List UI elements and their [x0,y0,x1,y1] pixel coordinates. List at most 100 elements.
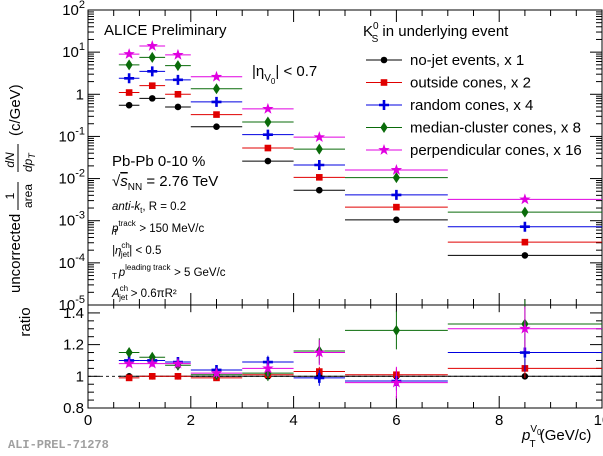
star-marker [210,367,223,378]
star-marker [146,39,158,51]
square-marker [213,111,220,118]
legend-entry-label: no-jet events, x 1 [410,52,524,69]
x-tick-label: 6 [392,412,400,429]
square-marker [521,238,529,246]
y-tick-label: 10-2 [59,168,85,188]
y-tick-label: 102 [62,0,85,19]
star-marker [378,144,390,155]
circle-marker [125,101,133,109]
star-marker [313,346,326,358]
circle-marker [393,216,400,224]
cross-marker [147,66,158,77]
star-marker [210,70,223,82]
chart-title: ALICE Preliminary [104,22,227,39]
square-marker [148,373,156,380]
cross-marker [124,73,135,84]
x-tick-label: 8 [495,412,503,429]
ratio-y-tick-label: 1.4 [63,305,84,322]
x-tick-label: 2 [187,412,195,429]
cross-marker [172,74,183,85]
square-marker [174,90,182,98]
circle-marker [174,103,182,111]
labels-layer: 102 101 1 10-1 10-2 10-3 10-4 10-5 0 2 4 6 8 10 0.8 1 1.… [3,0,603,452]
y-tick-label: 10-5 [59,294,85,314]
ratio-y-tick-label: 1.2 [63,337,84,354]
series-main-3 [118,51,602,218]
jet-cut-label: anti-kt, R = 0.2 [112,201,186,215]
star-marker [390,163,403,175]
y-axis-label-unit: (c/GeV) [7,84,24,136]
legend-entry-label: median-cluster cones, x 8 [410,120,581,137]
square-marker [174,373,182,380]
eta-cut-label: |ηV0| < 0.7 [252,63,317,86]
circle-marker [316,186,323,194]
circle-marker [521,252,529,259]
square-marker [393,203,400,211]
star-marker [172,48,184,60]
diamond-marker [315,143,323,155]
axes-layer [87,9,603,409]
cross-marker [262,129,273,140]
y-axis-label-frac1-num: 1 [3,192,17,199]
series-main-0 [118,95,602,259]
series-ratio-0 [118,373,602,380]
diamond-marker [212,83,221,95]
y-axis-label-frac2-den: dpT [21,152,37,172]
y-tick-label: 1 [76,86,84,103]
star-marker [519,322,531,334]
series-ratio-2 [118,333,602,391]
star-marker [262,362,274,374]
diamond-marker [125,59,133,71]
y-tick-label: 10-3 [59,210,85,230]
legend-entry-label: outside cones, x 2 [410,75,531,92]
cross-marker [314,159,325,170]
y-axis-label-frac1-den: area [21,184,35,208]
series-ratio-3 [118,300,602,382]
marks-layer [118,39,602,399]
diamond-marker [392,172,400,184]
star-marker [123,48,135,59]
square-marker [264,144,272,152]
star-marker [172,357,184,369]
y-tick-label: 101 [62,41,85,61]
jet-cut-label: ptrack T > 150 MeV/c [111,219,204,237]
legend-entry-label: random cones, x 4 [410,97,533,114]
y-tick-label: 10-4 [59,252,85,272]
diamond-marker [125,347,133,359]
square-marker [125,374,133,382]
series-main-1 [118,82,602,246]
legend-title: K0 S in underlying event [363,21,509,45]
square-marker [316,174,323,181]
cross-marker [391,189,402,200]
star-marker [390,376,403,388]
diamond-marker [264,116,272,128]
ratio-y-axis-label: ratio [17,307,34,336]
x-tick-label: 10 [594,412,603,429]
collision-energy: √sNN = 2.76 TeV [112,173,218,193]
jet-cut-label: |ηch jet| < 0.5 [112,241,161,259]
star-marker [123,357,135,369]
diamond-marker [148,51,156,63]
circle-marker [148,95,156,102]
star-marker [146,357,158,369]
series-main-4 [118,39,602,205]
circle-marker [264,157,272,165]
diamond-marker [521,206,529,218]
cross-marker [379,100,389,110]
cross-marker [519,221,530,232]
x-tick-label: 0 [84,412,92,429]
x-axis-label: pV0 T (GeV/c) [521,424,591,450]
circle-marker [213,123,220,131]
y-tick-label: 10-1 [59,125,85,145]
y-axis-label-prefix: uncorrected [7,214,24,293]
cross-marker [314,372,325,383]
y-axis-label-frac2-num: dN [3,152,17,168]
square-marker [380,79,388,86]
collision-system: Pb-Pb 0-10 % [112,153,205,170]
circle-marker [380,56,388,64]
series-main-2 [118,66,602,232]
cross-marker [211,96,222,107]
square-marker [125,89,133,96]
square-marker [148,82,156,89]
